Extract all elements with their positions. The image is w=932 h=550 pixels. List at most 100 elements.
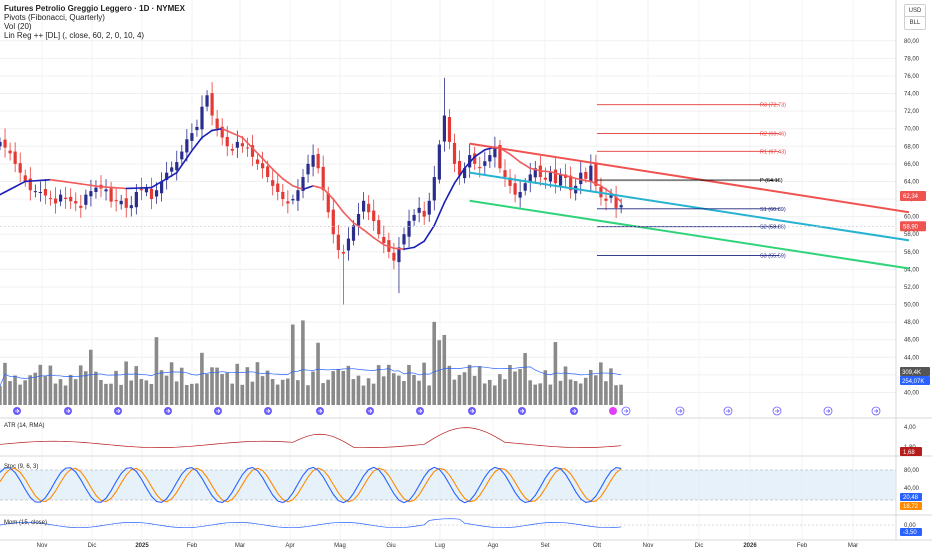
volume-bar [94, 372, 98, 405]
volume-bar [69, 375, 73, 405]
candle-body [443, 116, 446, 142]
volume-bar [402, 381, 406, 405]
y-tick-label: 60,00 [904, 215, 920, 221]
volume-bar [544, 370, 548, 405]
volume-bar [190, 384, 194, 405]
x-tick-label: Lug [435, 543, 445, 549]
candle-body [604, 199, 607, 201]
volume-bar [150, 384, 154, 405]
pivot-label: R1 (67.43) [760, 149, 786, 155]
volume-bar [488, 380, 492, 405]
candle-body [64, 198, 67, 199]
candle-body [205, 95, 208, 106]
volume-bar [276, 385, 280, 405]
candle-body [312, 155, 315, 167]
candle-body [372, 211, 375, 221]
volume-bar [18, 385, 22, 405]
volume-bar [129, 381, 133, 405]
candle-body [544, 178, 547, 180]
candle-body [125, 198, 128, 208]
volume-bar [316, 343, 320, 405]
volume-bar [377, 365, 381, 405]
volume-bar [392, 373, 396, 405]
candle-body [120, 201, 123, 204]
price-label-text: 62,34 [903, 194, 919, 200]
volume-bar [291, 325, 295, 405]
x-tick-label: 2026 [743, 543, 757, 549]
volume-bar [220, 374, 224, 405]
volume-bar [104, 384, 108, 405]
price-label-text: 58,90 [903, 224, 919, 230]
volume-indicator-label[interactable]: Vol (20) [4, 22, 32, 31]
volume-bar [286, 379, 290, 405]
volume-bar [503, 379, 507, 405]
candle-body [0, 142, 2, 146]
pivot-label: P (64.16) [760, 178, 783, 184]
unit-bll-button[interactable]: BLL [904, 16, 926, 30]
volume-bar [559, 381, 563, 405]
volume-bar [235, 364, 239, 405]
x-tick-label: Dic [88, 543, 97, 549]
candle-body [347, 239, 350, 251]
candle-body [200, 107, 203, 130]
volume-bar [427, 385, 431, 405]
volume-bar [579, 383, 583, 405]
candle-body [317, 154, 320, 168]
atr-pane-label: ATR (14, RMA) [4, 423, 45, 429]
candle-body [236, 142, 239, 148]
volume-bar [538, 383, 542, 405]
volume-bar [256, 362, 260, 405]
volume-bar [523, 353, 527, 405]
x-tick-label: Giu [386, 543, 395, 549]
volume-bar [367, 378, 371, 405]
pivots-indicator-label[interactable]: Pivots (Fibonacci, Quarterly) [4, 13, 105, 22]
candle-body [261, 163, 264, 168]
linreg-indicator-label[interactable]: Lin Reg ++ [DL] (, close, 60, 2, 0, 10, … [4, 31, 144, 40]
volume-bar [407, 365, 411, 405]
volume-bar [134, 366, 138, 405]
volume-bar [49, 366, 53, 405]
y-tick-label: 72,00 [904, 109, 920, 115]
candle-body [155, 190, 158, 196]
y-tick-label: 66,00 [904, 162, 920, 168]
candle-body [286, 201, 289, 203]
volume-bar [574, 381, 578, 405]
volume-bar [599, 362, 603, 405]
candle-body [589, 166, 592, 182]
volume-bar [498, 374, 502, 405]
volume-bar [412, 375, 416, 405]
candle-body [44, 189, 47, 195]
candle-body [39, 192, 42, 193]
volume-bar [342, 371, 346, 405]
y-tick-label: 78,00 [904, 56, 920, 62]
x-tick-label: Feb [797, 543, 808, 549]
candle-body [438, 145, 441, 180]
candle-body [226, 137, 229, 146]
candle-body [392, 253, 395, 261]
volume-bar [473, 376, 477, 405]
volume-bar [336, 369, 340, 405]
volume-bar [508, 365, 512, 405]
x-tick-label: Nov [643, 543, 654, 549]
candle-body [19, 163, 22, 172]
candle-body [488, 155, 491, 161]
volume-bar [0, 386, 2, 405]
candle-body [89, 191, 92, 196]
volume-bar [109, 384, 113, 405]
stoch-band [0, 470, 896, 500]
volume-bar [74, 379, 78, 405]
y-tick-label: 58,00 [904, 232, 920, 238]
x-tick-label: Dic [695, 543, 704, 549]
candle-body [135, 192, 138, 207]
candle-body [14, 152, 17, 164]
stoch-d-text: 18,72 [903, 504, 919, 510]
candle-body [256, 160, 259, 164]
stoch-tick-label: 80,00 [904, 468, 920, 474]
volume-bar [609, 368, 613, 405]
pivot-label: S3 (55.59) [760, 253, 786, 259]
candle-body [59, 195, 62, 202]
volume-bar [372, 384, 376, 405]
volume-bar [397, 376, 401, 405]
volume-bar [195, 383, 199, 405]
